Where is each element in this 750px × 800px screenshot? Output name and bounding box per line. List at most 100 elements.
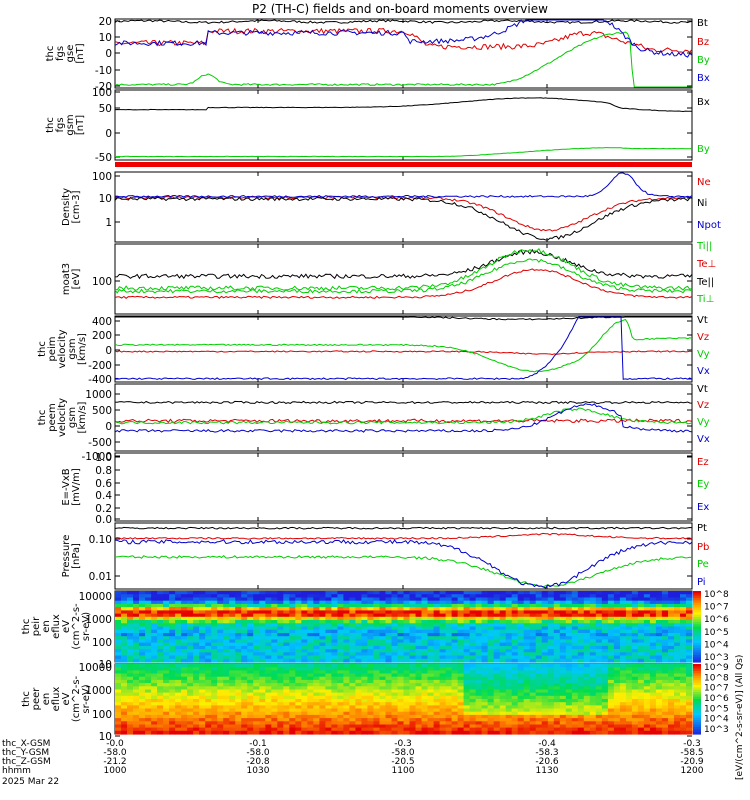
spectrogram-cell	[253, 655, 260, 660]
spectrogram-cell	[145, 679, 152, 684]
spectrogram-cell	[289, 714, 296, 719]
spectrogram-cell	[127, 603, 134, 608]
spectrogram-cell	[115, 721, 122, 726]
spectrogram-cell	[367, 718, 374, 722]
spectrogram-cell	[211, 718, 218, 722]
spectrogram-cell	[577, 613, 585, 618]
spectrogram-cell	[385, 649, 393, 653]
spectrogram-cell	[271, 620, 278, 624]
spectrogram-cell	[415, 686, 423, 691]
spectrogram-cell	[145, 655, 152, 660]
spectrogram-cell	[367, 721, 374, 726]
spectrogram-cell	[241, 616, 248, 621]
spectrogram-cell	[565, 718, 573, 722]
spectrogram-cell	[499, 718, 507, 722]
spectrogram-cell	[680, 721, 687, 726]
spectrogram-cell	[319, 714, 326, 719]
spectrogram-cell	[499, 721, 507, 726]
spectrogram-cell	[187, 676, 194, 681]
spectrogram-cell	[535, 642, 543, 647]
spectrogram-cell	[253, 664, 260, 668]
spectrogram-cell	[668, 718, 675, 722]
spectrogram-cell	[319, 607, 326, 611]
spectrogram-cell	[337, 676, 344, 681]
spectrogram-cell	[133, 620, 140, 624]
spectrogram-cell	[499, 676, 507, 681]
spectrogram-cell	[391, 714, 399, 719]
spectrogram-cell	[661, 642, 669, 647]
spectrogram-cell	[157, 679, 164, 684]
spectrogram-cell	[373, 639, 380, 644]
spectrogram-cell	[235, 689, 242, 694]
spectrogram-cell	[529, 679, 537, 684]
spectrogram-cell	[583, 664, 591, 668]
spectrogram-cell	[674, 645, 681, 650]
spectrogram-cell	[680, 705, 687, 710]
spectrogram-cell	[391, 655, 399, 660]
spectrogram-cell	[325, 727, 332, 732]
spectrogram-cell	[649, 708, 657, 713]
spectrogram-cell	[235, 620, 242, 624]
spectrogram-cell	[253, 670, 260, 675]
spectrogram-cell	[175, 613, 182, 618]
spectrogram-cell	[121, 708, 128, 713]
spectrogram-cell	[625, 664, 633, 668]
spectrogram-cell	[187, 664, 194, 668]
spectrogram-cell	[463, 594, 471, 598]
spectrogram-cell	[439, 616, 447, 621]
spectrogram-cell	[223, 655, 230, 660]
spectrogram-cell	[547, 689, 555, 694]
spectrogram-cell	[349, 714, 356, 719]
spectrogram-cell	[493, 683, 501, 687]
spectrogram-cell	[391, 636, 399, 640]
spectrogram-cell	[481, 655, 489, 660]
spectrogram-cell	[283, 616, 290, 621]
spectrogram-cell	[349, 591, 356, 595]
spectrogram-cell	[493, 676, 501, 681]
spectrogram-cell	[193, 724, 200, 729]
spectrogram-cell	[595, 699, 603, 703]
spectrogram-cell	[115, 594, 122, 598]
spectrogram-cell	[643, 658, 651, 663]
spectrogram-cell	[451, 705, 459, 710]
spectrogram-cell	[229, 652, 236, 657]
spectrogram-cell	[361, 686, 368, 691]
spectrogram-cell	[193, 600, 200, 605]
spectrogram-cell	[151, 613, 158, 618]
spectrogram-cell	[373, 692, 380, 697]
spectrogram-cell	[457, 705, 465, 710]
spectrogram-cell	[199, 597, 206, 602]
spectrogram-cell	[349, 705, 356, 710]
spectrogram-cell	[505, 676, 513, 681]
spectrogram-cell	[499, 689, 507, 694]
spectrogram-cell	[325, 613, 332, 618]
spectrogram-cell	[373, 652, 380, 657]
spectrogram-cell	[187, 683, 194, 687]
spectrogram-cell	[205, 702, 212, 706]
ytick-label: 1000	[85, 389, 112, 401]
spectrogram-cell	[511, 636, 519, 640]
spectrogram-cell	[649, 636, 657, 640]
spectrogram-cell	[668, 642, 675, 647]
spectrogram-cell	[271, 645, 278, 650]
spectrogram-cell	[187, 655, 194, 660]
spectrogram-cell	[379, 702, 387, 706]
spectrogram-cell	[337, 655, 344, 660]
spectrogram-cell	[613, 686, 621, 691]
spectrogram-cell	[391, 652, 399, 657]
spectrogram-cell	[175, 711, 182, 716]
spectrogram-cell	[607, 639, 615, 644]
spectrogram-cell	[619, 664, 627, 668]
spectrogram-cell	[451, 626, 459, 631]
spectrogram-cell	[265, 591, 272, 595]
spectrogram-cell	[631, 655, 639, 660]
spectrogram-cell	[523, 711, 531, 716]
spectrogram-cell	[583, 667, 591, 671]
spectrogram-cell	[487, 591, 495, 595]
spectrogram-cell	[523, 727, 531, 732]
spectrogram-cell	[199, 670, 206, 675]
spectrogram-cell	[559, 626, 567, 631]
spectrogram-cell	[259, 724, 266, 729]
spectrogram-cell	[674, 607, 681, 611]
spectrogram-cell	[301, 645, 308, 650]
